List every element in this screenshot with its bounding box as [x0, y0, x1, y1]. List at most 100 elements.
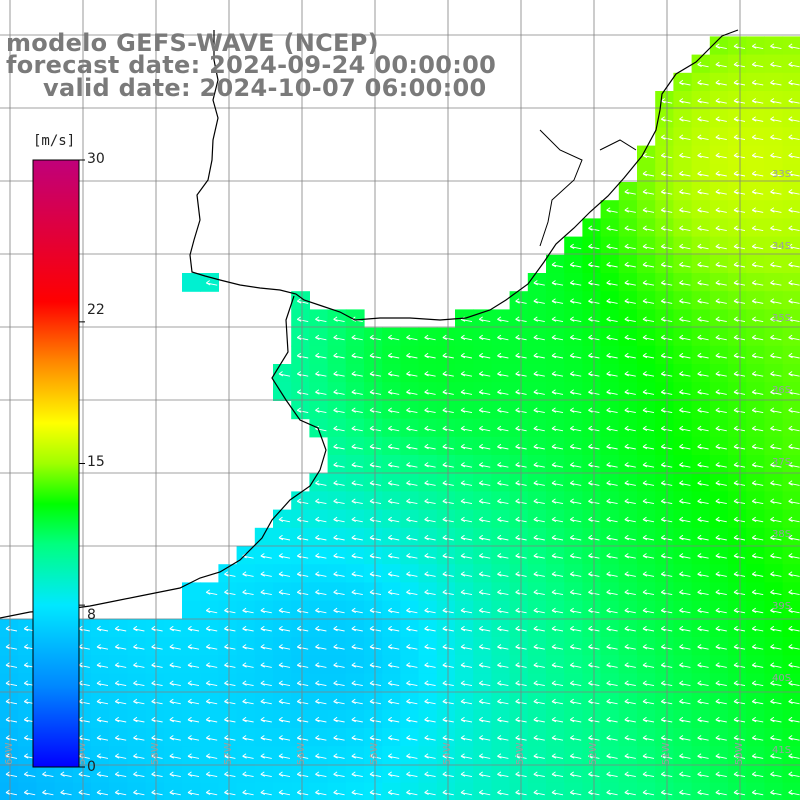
wind-speed-cell — [473, 600, 492, 620]
wind-speed-cell — [546, 764, 565, 784]
wind-speed-cell — [709, 527, 729, 547]
wind-arrow — [751, 789, 764, 796]
latitude-label: 37S — [772, 457, 791, 468]
wind-speed-cell — [309, 400, 329, 420]
wind-speed-cell — [36, 764, 56, 784]
wind-speed-cell — [673, 291, 693, 310]
wind-speed-cell — [618, 382, 638, 401]
wind-speed-cell — [509, 491, 529, 511]
wind-arrow — [205, 698, 218, 705]
wind-arrow — [606, 371, 618, 377]
wind-speed-cell — [309, 509, 329, 529]
wind-arrow — [751, 771, 764, 778]
wind-arrow — [697, 498, 709, 505]
wind-arrow — [133, 644, 145, 650]
wind-speed-cell — [764, 218, 784, 238]
wind-arrow — [733, 389, 746, 395]
wind-arrow — [642, 443, 655, 450]
wind-arrow — [497, 480, 509, 486]
wind-arrow — [715, 644, 727, 650]
wind-arrow — [387, 498, 400, 505]
wind-arrow — [679, 371, 691, 377]
wind-speed-cell — [655, 236, 674, 256]
wind-speed-cell — [345, 345, 365, 365]
wind-arrow — [296, 571, 309, 577]
wind-arrow — [624, 534, 636, 541]
wind-speed-cell — [527, 582, 547, 602]
wind-arrow — [351, 698, 363, 705]
wind-arrow — [296, 553, 309, 559]
wind-speed-cell — [254, 618, 274, 638]
wind-arrow — [333, 607, 345, 614]
valid-date: valid date: 2024-10-07 06:00:00 — [43, 74, 487, 102]
wind-speed-cell — [327, 309, 347, 329]
wind-speed-cell — [746, 673, 765, 693]
wind-arrow — [642, 771, 655, 778]
wind-speed-cell — [400, 746, 420, 765]
wind-arrow — [369, 625, 382, 632]
wind-arrow — [697, 425, 709, 432]
wind-speed-cell — [728, 527, 747, 547]
wind-speed-cell — [345, 618, 365, 638]
wind-speed-cell — [455, 309, 474, 329]
wind-arrow — [606, 662, 618, 668]
wind-speed-cell — [0, 691, 19, 711]
wind-speed-cell — [473, 637, 492, 656]
wind-arrow — [751, 753, 764, 759]
wind-arrow — [205, 771, 218, 778]
wind-speed-cell — [382, 564, 401, 583]
wind-arrow — [569, 571, 582, 577]
wind-speed-cell — [291, 709, 310, 729]
wind-speed-cell — [546, 254, 565, 274]
wind-arrow — [315, 407, 327, 414]
wind-arrow — [478, 316, 491, 323]
wind-arrow — [606, 753, 618, 759]
wind-arrow — [679, 698, 691, 705]
wind-speed-cell — [109, 709, 128, 729]
wind-arrow — [460, 534, 473, 541]
wind-arrow — [278, 371, 291, 377]
wind-arrow — [715, 170, 727, 177]
wind-arrow — [387, 389, 400, 395]
wind-arrow — [333, 480, 345, 486]
wind-speed-cell — [655, 709, 674, 729]
wind-arrow — [788, 371, 800, 377]
wind-speed-cell — [291, 345, 310, 365]
wind-speed-cell — [327, 509, 347, 529]
wind-speed-cell — [691, 764, 711, 784]
wind-arrow — [733, 571, 746, 577]
wind-speed-cell — [145, 691, 165, 711]
wind-arrow — [788, 735, 800, 741]
wind-speed-cell — [655, 291, 674, 310]
wind-speed-cell — [582, 655, 602, 674]
wind-arrow — [296, 534, 309, 541]
wind-speed-cell — [145, 673, 165, 693]
wind-arrow — [187, 644, 200, 650]
wind-arrow — [497, 425, 509, 432]
wind-arrow — [187, 698, 200, 705]
wind-arrow — [788, 789, 800, 796]
wind-arrow — [533, 407, 545, 414]
wind-speed-cell — [0, 637, 19, 656]
wind-arrow — [569, 553, 582, 559]
wind-speed-cell — [764, 564, 784, 583]
wind-speed-cell — [618, 691, 638, 711]
wind-arrow — [460, 716, 473, 723]
wind-speed-cell — [709, 145, 729, 165]
wind-speed-cell — [673, 455, 693, 474]
wind-speed-cell — [673, 218, 693, 238]
colorbar-gradient — [32, 159, 80, 768]
wind-arrow — [151, 735, 163, 741]
wind-arrow — [606, 644, 618, 650]
wind-arrow — [169, 644, 181, 650]
wind-speed-cell — [728, 473, 747, 492]
wind-speed-cell — [345, 546, 365, 565]
longitude-label: 53W — [515, 742, 526, 765]
wind-speed-cell — [345, 782, 365, 800]
wind-arrow — [642, 625, 655, 632]
wind-arrow — [369, 462, 382, 468]
wind-speed-cell — [345, 764, 365, 784]
wind-speed-cell — [509, 327, 529, 347]
wind-speed-cell — [418, 600, 438, 620]
wind-speed-cell — [782, 127, 800, 147]
